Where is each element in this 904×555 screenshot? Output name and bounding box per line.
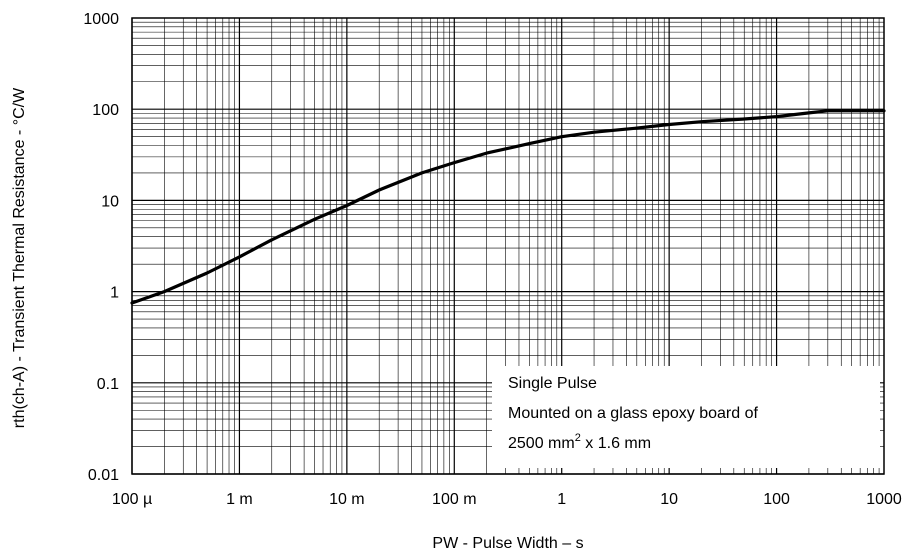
y-tick-label: 10 (101, 193, 119, 210)
y-tick-label: 1000 (83, 11, 119, 28)
x-tick-label: 10 (660, 491, 678, 508)
x-axis-label: PW - Pulse Width – s (432, 535, 583, 552)
plot-frame (131, 17, 885, 475)
annotation-board-size-prefix: 2500 mm (508, 435, 575, 452)
y-axis-label: rth(ch-A) - Transient Thermal Resistance… (11, 87, 28, 428)
annotation-board-size-superscript: 2 (575, 432, 581, 444)
x-tick-label: 100 µ (112, 491, 152, 508)
x-tick-label: 1000 (866, 491, 902, 508)
x-tick-label: 100 (763, 491, 790, 508)
y-tick-label: 0.01 (88, 467, 119, 484)
x-tick-labels: 100 µ 1 m 10 m 100 m 1 10 100 1000 (112, 491, 902, 508)
annotation-line-board-size: 2500 mm2 x 1.6 mm (508, 432, 651, 452)
y-tick-label: 0.1 (97, 376, 119, 393)
x-tick-label: 1 (557, 491, 566, 508)
annotation-board-size-suffix: x 1.6 mm (581, 435, 651, 452)
y-tick-labels: 0.01 0.1 1 10 100 1000 (83, 11, 119, 484)
y-tick-label: 100 (92, 102, 119, 119)
y-tick-label: 1 (110, 285, 119, 302)
annotation-line-mounting: Mounted on a glass epoxy board of (508, 405, 759, 422)
series-line (130, 109, 886, 305)
x-tick-label: 1 m (226, 491, 253, 508)
x-tick-label: 100 m (432, 491, 476, 508)
x-tick-label: 10 m (329, 491, 365, 508)
annotation-box (492, 366, 880, 468)
annotation-line-single-pulse: Single Pulse (508, 375, 597, 392)
